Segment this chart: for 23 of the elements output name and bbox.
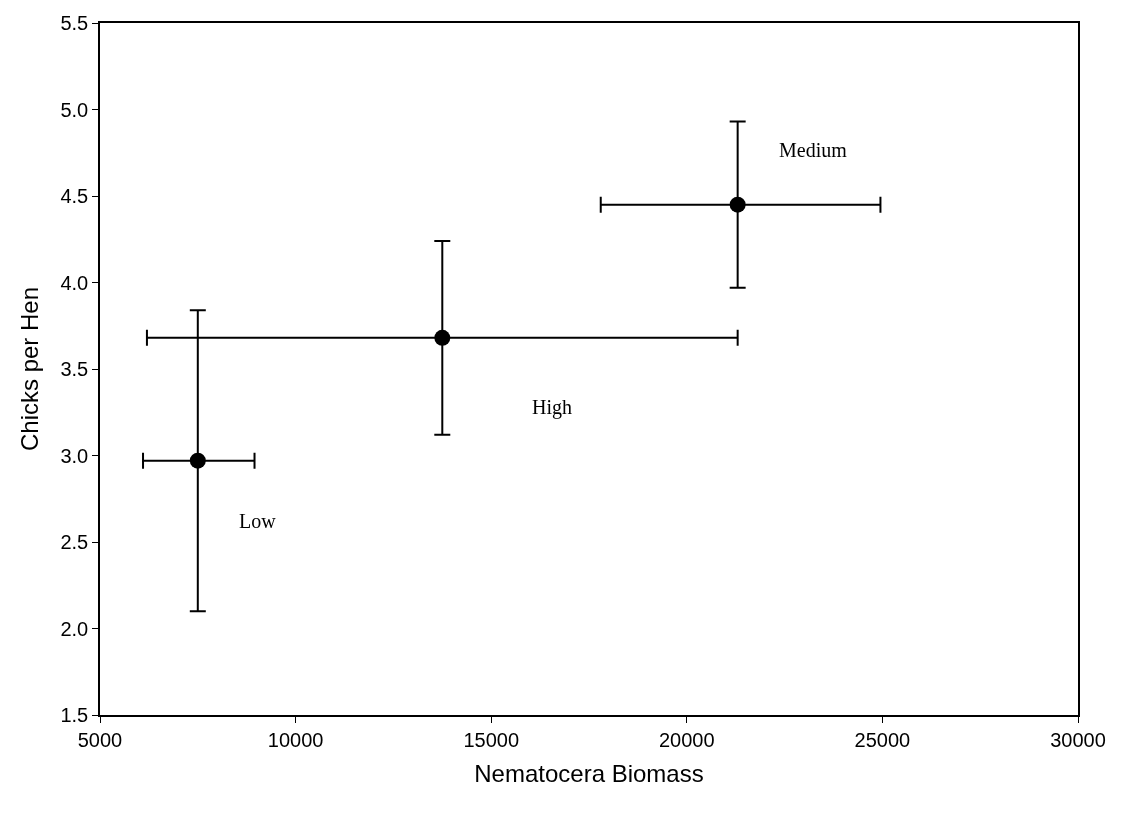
y-tick-label: 4.0: [60, 271, 89, 294]
y-axis-title: Chicks per Hen: [16, 286, 44, 452]
y-tick-label: 5.0: [60, 98, 89, 121]
annotation: High: [532, 396, 572, 419]
x-tick-label: 25000: [854, 728, 911, 751]
y-tick-label: 3.0: [60, 444, 89, 467]
annotation: Medium: [779, 139, 848, 161]
point: [729, 196, 746, 213]
y-tick-label: 2.0: [60, 617, 89, 640]
x-tick-label: 5000: [77, 728, 123, 751]
x-axis-title: Nematocera Biomass: [474, 759, 704, 787]
y-tick-label: 3.5: [60, 358, 89, 380]
y-tick-label: 2.5: [60, 531, 89, 553]
x-tick-label: 20000: [658, 728, 715, 751]
x-tick-label: 15000: [463, 728, 520, 751]
y-tick-label: 1.5: [60, 704, 89, 726]
annotation: Low: [239, 510, 277, 532]
x-tick-label: 30000: [1050, 728, 1106, 751]
y-tick-label: 4.5: [60, 185, 89, 207]
x-tick-label: 10000: [267, 728, 324, 751]
y-tick-label: 5.5: [60, 12, 89, 34]
point: [189, 452, 206, 469]
point: [434, 329, 451, 346]
